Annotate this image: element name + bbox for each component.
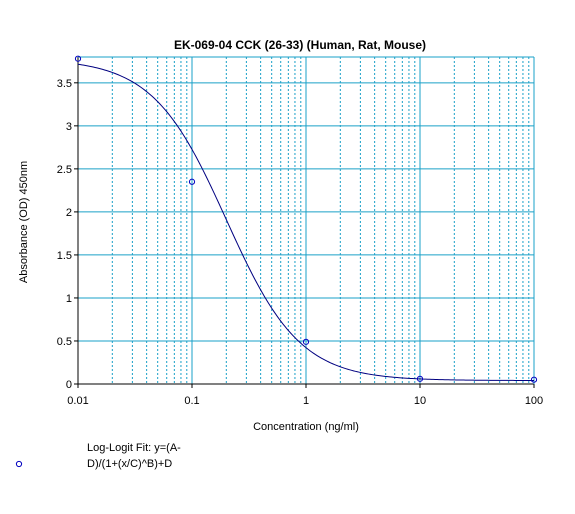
x-tick-label: 0.01 [67,395,88,407]
chart-title: EK-069-04 CCK (26-33) (Human, Rat, Mouse… [174,38,426,52]
y-tick-label: 1.5 [57,250,72,262]
y-axis-label: Absorbance (OD) 450nm [18,161,30,283]
data-point [302,338,310,345]
y-tick-label: 2 [66,207,72,219]
data-point [416,375,424,382]
legend-line-1: Log-Logit Fit: y=(A- [87,442,181,454]
y-tick-label: 3.5 [57,78,72,90]
y-tick-label: 1 [66,293,72,305]
x-tick-label: 10 [414,395,426,407]
data-point [188,178,196,185]
legend-marker [15,460,23,468]
y-tick-label: 0.5 [57,336,72,348]
x-axis-label: Concentration (ng/ml) [253,421,359,433]
y-tick-label: 2.5 [57,164,72,176]
data-point [530,376,538,383]
x-tick-label: 1 [303,395,309,407]
y-axis-ticks: 0 0.5 1 1.5 2 2.5 3 3.5 [57,78,78,391]
y-tick-label: 0 [66,379,72,391]
data-point [74,55,82,62]
legend: Log-Logit Fit: y=(A- D)/(1+(x/C)^B)+D [15,442,181,470]
data-points [74,55,538,383]
grid [77,57,534,384]
x-tick-label: 100 [525,395,543,407]
y-tick-label: 3 [66,121,72,133]
x-tick-label: 0.1 [184,395,199,407]
fit-curve [77,63,534,381]
x-axis-ticks: 0.01 0.1 1 10 100 [67,384,543,407]
legend-line-2: D)/(1+(x/C)^B)+D [87,458,172,470]
